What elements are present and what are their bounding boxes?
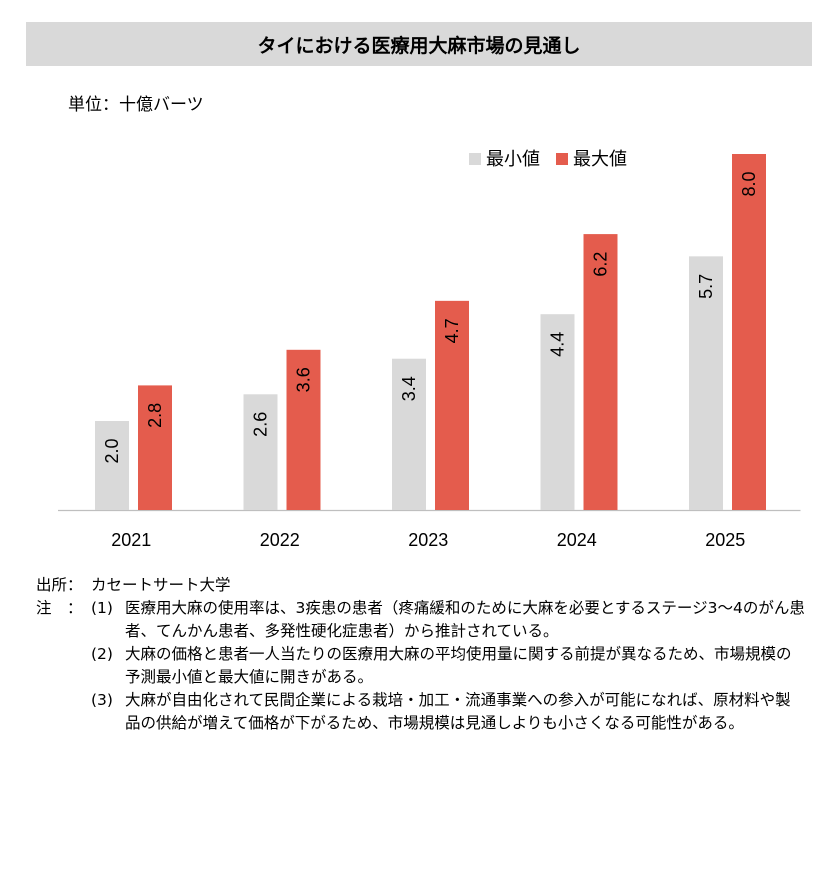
note-row-3: (3) 大麻が自由化されて民間企業による栽培・加工・流通事業への参入が可能になれ… bbox=[36, 689, 806, 735]
bar-min bbox=[243, 394, 278, 510]
data-label-min: 5.7 bbox=[696, 274, 716, 299]
x-tick-label: 2022 bbox=[260, 530, 300, 550]
source-row: 出所： カセートサート大学 bbox=[36, 574, 806, 597]
note-row-2: (2) 大麻の価格と患者一人当たりの医療用大麻の平均使用量に関する前提が異なるた… bbox=[36, 643, 806, 689]
unit-label: 単位：十億バーツ bbox=[68, 95, 204, 115]
note-row-1: 注 ： (1) 医療用大麻の使用率は、3疾患の患者（疼痛緩和のために大麻を必要と… bbox=[36, 597, 806, 643]
bar-max bbox=[286, 349, 321, 510]
legend-swatch-max bbox=[556, 153, 568, 165]
bar-max bbox=[583, 234, 618, 510]
bar-min bbox=[392, 358, 426, 510]
note-text: 大麻が自由化されて民間企業による栽培・加工・流通事業への参入が可能になれば、原材… bbox=[125, 691, 791, 732]
bar-min bbox=[689, 256, 723, 510]
data-label-min: 4.4 bbox=[548, 332, 568, 357]
x-tick-label: 2024 bbox=[557, 530, 597, 550]
data-label-max: 6.2 bbox=[591, 252, 611, 277]
data-label-max: 3.6 bbox=[294, 367, 314, 392]
bar-min bbox=[540, 314, 575, 510]
notes-section: 出所： カセートサート大学 注 ： (1) 医療用大麻の使用率は、3疾患の患者（… bbox=[36, 574, 806, 735]
bar-min bbox=[95, 421, 129, 510]
data-label-min: 2.6 bbox=[251, 412, 271, 437]
data-label-max: 4.7 bbox=[442, 318, 462, 343]
legend-swatch-min bbox=[469, 153, 481, 165]
legend-label-min: 最小値 bbox=[486, 149, 540, 170]
data-label-max: 2.8 bbox=[145, 403, 165, 428]
bar-max bbox=[138, 385, 172, 510]
note-number: (1) bbox=[91, 599, 113, 617]
data-label-max: 8.0 bbox=[739, 171, 759, 196]
bar-max bbox=[435, 300, 469, 510]
chart-title-bar: タイにおける医療用大麻市場の見通し bbox=[26, 22, 812, 66]
note-number: (2) bbox=[91, 645, 113, 663]
chart-title: タイにおける医療用大麻市場の見通し bbox=[257, 34, 581, 57]
note-text: 大麻の価格と患者一人当たりの医療用大麻の平均使用量に関する前提が異なるため、市場… bbox=[125, 645, 792, 686]
source-text: カセートサート大学 bbox=[91, 576, 231, 594]
x-tick-label: 2021 bbox=[111, 530, 151, 550]
bar-max bbox=[732, 154, 766, 510]
legend-label-max: 最大値 bbox=[573, 149, 627, 170]
data-label-min: 2.0 bbox=[102, 438, 122, 463]
note-text: 医療用大麻の使用率は、3疾患の患者（疼痛緩和のために大麻を必要とするステージ3～… bbox=[125, 599, 805, 640]
note-number: (3) bbox=[91, 691, 113, 709]
x-tick-label: 2023 bbox=[408, 530, 448, 550]
bar-chart: 2.0 2.8 2021 2.6 3.6 2022 3.4 4.7 2023 4.4 6.2 2024… bbox=[58, 149, 801, 550]
data-label-min: 3.4 bbox=[399, 376, 419, 401]
notes-label: 注 ： bbox=[36, 599, 83, 617]
x-tick-label: 2025 bbox=[705, 530, 745, 550]
source-label: 出所： bbox=[36, 576, 83, 594]
